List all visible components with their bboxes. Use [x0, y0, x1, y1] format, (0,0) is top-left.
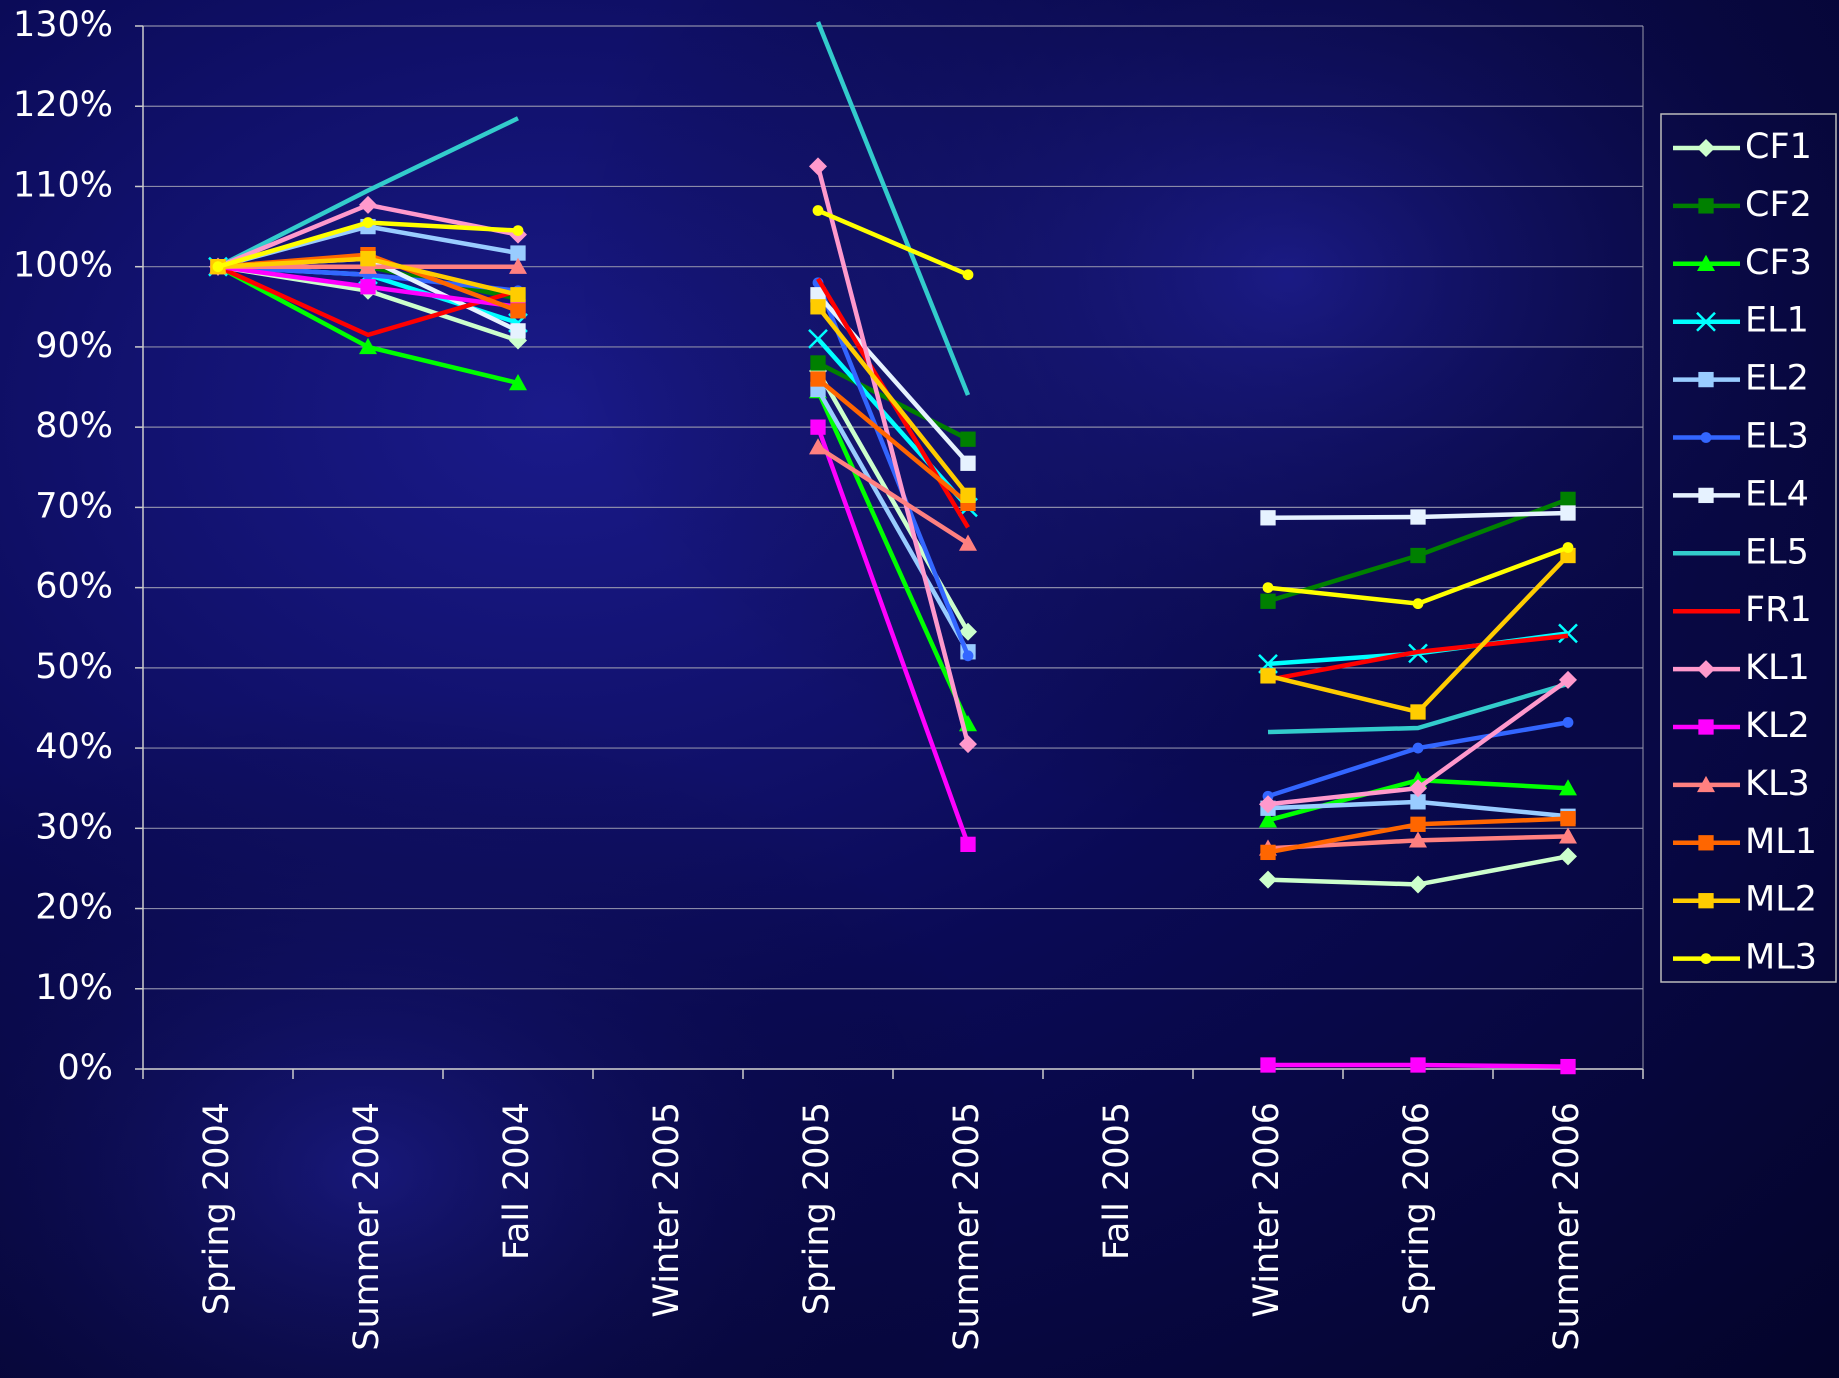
marker: [1698, 372, 1713, 387]
legend-label: EL3: [1745, 417, 1809, 457]
marker: [1698, 719, 1713, 734]
y-tick-label: 80%: [35, 406, 113, 446]
marker: [510, 323, 525, 338]
marker: [1560, 1059, 1575, 1074]
legend-label: ML2: [1745, 880, 1817, 920]
x-tick-label: Winter 2005: [647, 1102, 687, 1318]
y-tick-label: 130%: [13, 5, 113, 45]
marker: [1260, 594, 1275, 609]
marker: [510, 287, 525, 302]
legend-label: CF2: [1745, 185, 1812, 225]
marker: [963, 650, 974, 661]
y-tick-label: 0%: [57, 1048, 113, 1088]
x-tick-label: Summer 2005: [947, 1102, 987, 1351]
y-tick-label: 110%: [13, 165, 113, 205]
legend-label: KL3: [1745, 764, 1810, 804]
y-tick-label: 120%: [13, 85, 113, 125]
y-tick-label: 50%: [35, 647, 113, 687]
y-tick-label: 90%: [35, 326, 113, 366]
x-tick-label: Spring 2005: [797, 1102, 837, 1315]
legend-label: EL4: [1745, 474, 1809, 514]
marker: [513, 225, 524, 236]
legend-label: EL5: [1745, 532, 1809, 572]
marker: [1260, 668, 1275, 683]
marker: [1698, 198, 1713, 213]
marker: [1698, 893, 1713, 908]
marker: [1260, 1057, 1275, 1072]
marker: [213, 261, 224, 272]
marker: [1410, 548, 1425, 563]
y-tick-label: 70%: [35, 486, 113, 526]
marker: [960, 837, 975, 852]
x-tick-label: Fall 2004: [497, 1102, 537, 1260]
marker: [1410, 1057, 1425, 1072]
marker: [1560, 811, 1575, 826]
marker: [810, 355, 825, 370]
marker: [960, 488, 975, 503]
y-tick-label: 40%: [35, 727, 113, 767]
x-tick-label: Winter 2006: [1247, 1102, 1287, 1318]
marker: [1410, 509, 1425, 524]
x-tick-label: Fall 2005: [1097, 1102, 1137, 1260]
legend-label: ML1: [1745, 822, 1817, 862]
marker: [360, 279, 375, 294]
legend-label: CF3: [1745, 243, 1812, 283]
marker: [1560, 505, 1575, 520]
marker: [810, 420, 825, 435]
marker: [963, 269, 974, 280]
legend-label: ML3: [1745, 938, 1817, 978]
legend-label: FR1: [1745, 590, 1812, 630]
marker: [1701, 953, 1712, 964]
marker: [363, 217, 374, 228]
legend-label: EL2: [1745, 359, 1809, 399]
marker: [1410, 704, 1425, 719]
y-tick-label: 30%: [35, 807, 113, 847]
marker: [1413, 598, 1424, 609]
marker: [810, 299, 825, 314]
y-tick-label: 10%: [35, 968, 113, 1008]
y-tick-label: 100%: [13, 246, 113, 286]
marker: [1260, 510, 1275, 525]
marker: [1410, 817, 1425, 832]
chart: 0% 10% 20% 30% 40% 50% 60% 70% 80% 90% 100% 110% 120…: [0, 0, 1839, 1378]
y-tick-label: 60%: [35, 567, 113, 607]
marker: [1260, 845, 1275, 860]
x-tick-label: Spring 2006: [1397, 1102, 1437, 1315]
legend-label: KL1: [1745, 648, 1810, 688]
marker: [510, 303, 525, 318]
legend-label: KL2: [1745, 706, 1810, 746]
page: {"chart_data": {"type": "line", "categor…: [0, 0, 1839, 1378]
marker: [1563, 542, 1574, 553]
x-tick-label: Spring 2004: [197, 1102, 237, 1315]
marker: [1263, 582, 1274, 593]
marker: [1560, 492, 1575, 507]
marker: [1698, 488, 1713, 503]
marker: [1413, 743, 1424, 754]
marker: [1701, 432, 1712, 443]
marker: [960, 456, 975, 471]
legend-label: CF1: [1745, 127, 1812, 167]
marker: [1563, 717, 1574, 728]
marker: [810, 371, 825, 386]
marker: [960, 432, 975, 447]
marker: [813, 205, 824, 216]
x-tick-label: Summer 2004: [347, 1102, 387, 1351]
marker: [360, 251, 375, 266]
y-tick-label: 20%: [35, 888, 113, 928]
legend-label: EL1: [1745, 301, 1809, 341]
marker: [1698, 835, 1713, 850]
x-tick-label: Summer 2006: [1547, 1102, 1587, 1351]
